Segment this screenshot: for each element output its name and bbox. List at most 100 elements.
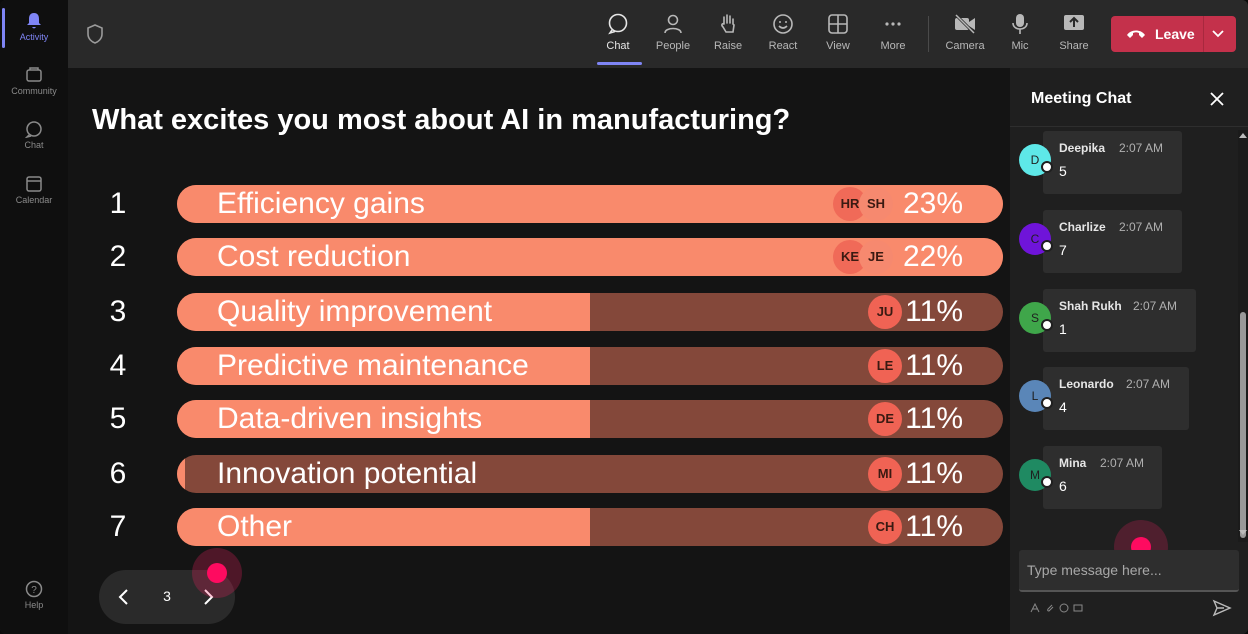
gif-icon[interactable] — [1073, 603, 1083, 613]
rail-item-label: Help — [24, 600, 44, 610]
presence-status-icon — [1041, 161, 1053, 173]
active-tab-indicator — [597, 62, 642, 65]
chat-bubble[interactable]: Charlize 2:07 AM 7 — [1043, 210, 1182, 273]
hand-icon — [721, 14, 735, 33]
poll-option-row: 3 Quality improvement JU 11% — [68, 293, 1010, 331]
toolbar-chat-button[interactable]: Chat — [591, 10, 645, 60]
phone-hangup-icon — [1127, 30, 1145, 38]
chat-icon — [608, 13, 628, 35]
poll-option-percent: 11% — [905, 402, 963, 435]
avatar[interactable]: D — [1019, 144, 1051, 176]
scroll-down-icon[interactable] — [1239, 530, 1247, 536]
rail-item-chat[interactable]: Chat — [0, 120, 68, 150]
chevron-right-icon[interactable] — [201, 588, 215, 606]
leave-separator — [1203, 16, 1204, 52]
voter-avatar: SH — [859, 187, 893, 221]
poll-option-bar: Quality improvement JU 11% — [177, 293, 1003, 331]
format-icon[interactable] — [1030, 603, 1040, 613]
bell-icon — [27, 13, 41, 29]
presence-status-icon — [1041, 240, 1053, 252]
rail-item-calendar[interactable]: Calendar — [0, 175, 68, 205]
poll-option-percent: 11% — [905, 295, 963, 328]
chat-bubble[interactable]: Leonardo 2:07 AM 4 — [1043, 367, 1189, 430]
rail-item-community[interactable]: Community — [0, 66, 68, 96]
toolbar-label: View — [826, 40, 850, 52]
toolbar-label: React — [768, 40, 798, 52]
calendar-icon — [26, 176, 42, 192]
toolbar-label: Raise — [713, 40, 743, 52]
send-icon[interactable] — [1212, 599, 1232, 617]
page-number: 3 — [163, 588, 171, 604]
poll-option-row: 7 Other CH 11% — [68, 508, 1010, 546]
chat-timestamp: 2:07 AM — [1119, 141, 1164, 155]
chat-bubble[interactable]: Deepika 2:07 AM 5 — [1043, 131, 1182, 194]
chat-timestamp: 2:07 AM — [1119, 220, 1164, 234]
poll-stage: What excites you most about AI in manufa… — [68, 68, 1010, 634]
poll-option-label: Efficiency gains — [217, 187, 425, 220]
chat-message-text: 4 — [1059, 399, 1067, 415]
close-icon[interactable] — [1208, 90, 1226, 108]
rail-item-label: Activity — [19, 32, 49, 42]
chat-sender-name: Leonardo — [1059, 377, 1114, 391]
poll-option-label: Quality improvement — [217, 295, 493, 328]
toolbar-mic-button[interactable]: Mic — [993, 10, 1047, 60]
toolbar-share-button[interactable]: Share — [1047, 10, 1101, 60]
poll-option-row: 1 Efficiency gains HR SH 23% — [68, 185, 1010, 223]
toolbar-people-button[interactable]: People — [646, 10, 700, 60]
chat-icon — [24, 121, 42, 138]
poll-option-row: 4 Predictive maintenance LE 11% — [68, 347, 1010, 385]
chat-timestamp: 2:07 AM — [1133, 299, 1178, 313]
poll-option-percent: 22% — [902, 240, 963, 273]
avatar[interactable]: S — [1019, 302, 1051, 334]
chat-composer[interactable] — [1019, 550, 1239, 592]
poll-option-number: 5 — [109, 402, 127, 435]
help-icon: ? — [25, 580, 43, 598]
voter-avatar: JU — [868, 295, 902, 329]
voter-avatar: MI — [868, 457, 902, 491]
leave-button[interactable]: Leave — [1111, 16, 1236, 52]
toolbar-camera-button[interactable]: Camera — [938, 10, 992, 60]
community-icon — [26, 67, 42, 82]
toolbar-raise-button[interactable]: Raise — [701, 10, 755, 60]
toolbar-react-button[interactable]: React — [756, 10, 810, 60]
chat-sender-name: Mina — [1059, 456, 1087, 470]
poll-option-row: 5 Data-driven insights DE 11% — [68, 400, 1010, 438]
chat-message-input[interactable] — [1027, 558, 1227, 582]
voter-avatar: LE — [868, 349, 902, 383]
poll-option-fill — [177, 508, 590, 546]
toolbar-view-button[interactable]: View — [811, 10, 865, 60]
meeting-chat-panel: Meeting Chat Deepika 2:07 AM 5 D Charlize 2:0… — [1010, 68, 1248, 634]
rail-item-activity[interactable]: Activity — [0, 12, 68, 42]
poll-option-percent: 11% — [905, 510, 963, 543]
chevron-down-icon[interactable] — [1211, 27, 1225, 41]
chat-divider — [1010, 126, 1248, 127]
poll-option-label: Cost reduction — [217, 240, 411, 273]
more-icon — [885, 22, 901, 26]
poll-option-percent: 11% — [905, 457, 963, 490]
toolbar-label: Share — [1059, 40, 1089, 52]
poll-option-fill — [177, 400, 590, 438]
shield-icon[interactable] — [86, 24, 104, 44]
chat-bubble[interactable]: Mina 2:07 AM 6 — [1043, 446, 1162, 509]
poll-option-percent: 11% — [905, 349, 963, 382]
poll-option-number: 7 — [109, 510, 127, 543]
presence-status-icon — [1041, 476, 1053, 488]
chat-timestamp: 2:07 AM — [1100, 456, 1145, 470]
chat-bubble[interactable]: Shah Rukh 2:07 AM 1 — [1043, 289, 1196, 352]
poll-option-number: 6 — [109, 457, 127, 490]
poll-option-label: Predictive maintenance — [217, 349, 529, 382]
emoji-icon[interactable] — [1059, 603, 1069, 613]
smile-icon — [773, 14, 793, 34]
attach-icon[interactable] — [1045, 603, 1055, 613]
scroll-up-icon[interactable] — [1239, 132, 1247, 138]
poll-option-fill — [177, 455, 185, 493]
chat-scrollbar[interactable] — [1238, 130, 1248, 542]
rail-item-help[interactable]: ? Help — [0, 580, 68, 610]
toolbar-more-button[interactable]: More — [866, 10, 920, 60]
chevron-left-icon[interactable] — [117, 588, 131, 606]
camera-off-icon — [954, 13, 976, 35]
chat-sender-name: Deepika — [1059, 141, 1106, 155]
scrollbar-thumb[interactable] — [1240, 312, 1246, 538]
poll-option-row: 2 Cost reduction KE JE 22% — [68, 238, 1010, 276]
toolbar-divider — [928, 16, 929, 52]
